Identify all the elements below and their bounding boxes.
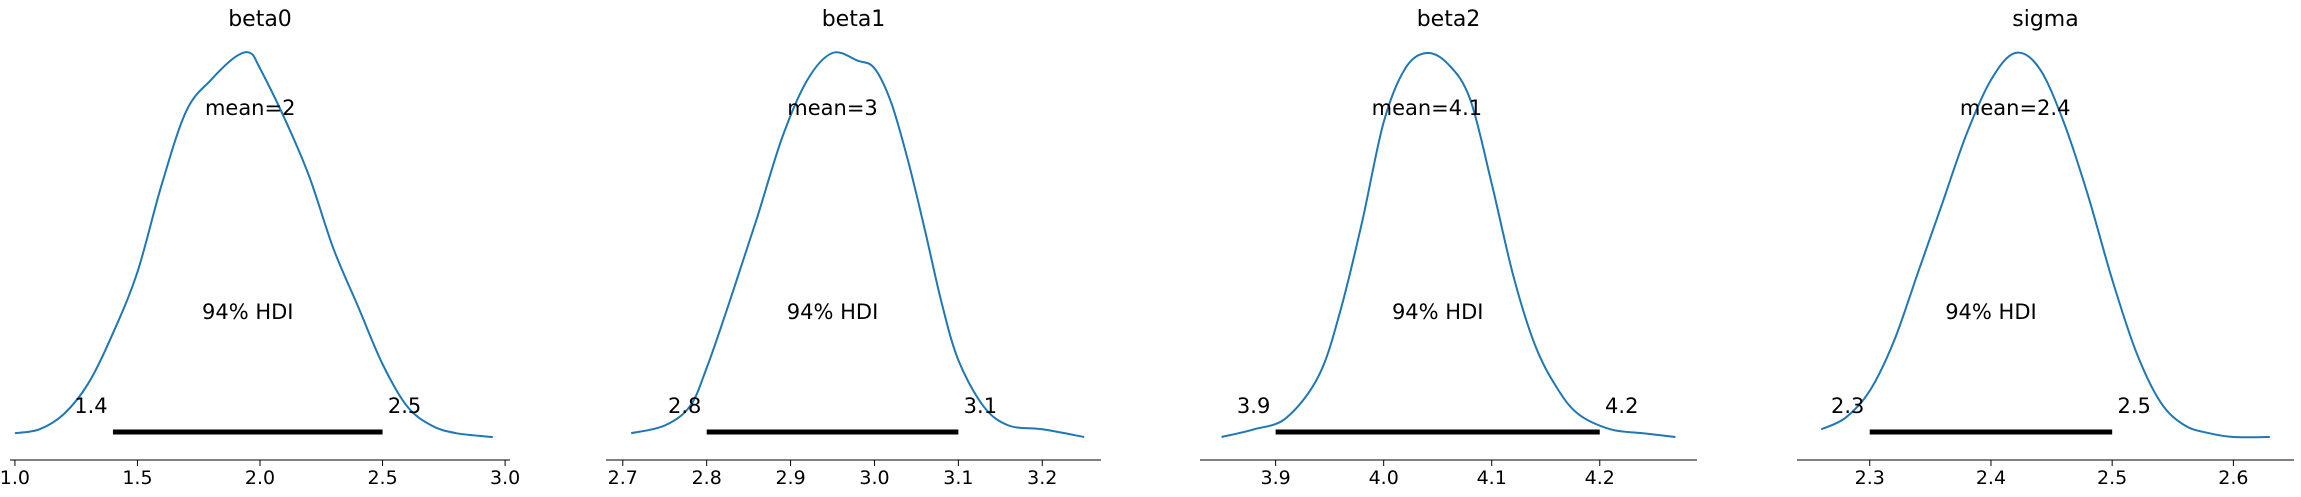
x-tick-label: 2.0	[245, 467, 275, 489]
x-tick-label: 3.1	[943, 467, 973, 489]
x-tick-label: 2.7	[608, 467, 638, 489]
x-tick-label: 4.1	[1477, 467, 1507, 489]
hdi-high-label: 4.2	[1605, 394, 1638, 418]
x-tick-label: 3.0	[490, 467, 520, 489]
density-line	[630, 51, 1085, 438]
x-tick-label: 4.2	[1585, 467, 1615, 489]
hdi-high-label: 2.5	[2117, 394, 2150, 418]
mean-label: mean=2	[205, 96, 296, 120]
panel-beta0: beta0 mean=2 94% HDI 1.4 2.5 1.0 1.5 2.0 2.5 3.0	[0, 7, 520, 489]
x-tick-label: 2.3	[1855, 467, 1885, 489]
hdi-label: 94% HDI	[1392, 300, 1484, 324]
hdi-label: 94% HDI	[787, 300, 879, 324]
x-tick-label: 2.9	[775, 467, 805, 489]
x-tick-label: 2.4	[1976, 467, 2006, 489]
density-line	[1221, 51, 1676, 438]
density-line	[14, 51, 493, 438]
panel-sigma: sigma mean=2.4 94% HDI 2.3 2.5 2.3 2.4 2.5 2.6	[1797, 7, 2294, 489]
x-tick-label: 3.2	[1027, 467, 1057, 489]
x-tick-label: 3.0	[859, 467, 889, 489]
mean-label: mean=2.4	[1960, 96, 2071, 120]
x-tick-label: 2.5	[367, 467, 397, 489]
mean-label: mean=3	[787, 96, 878, 120]
x-tick-label: 1.0	[0, 467, 30, 489]
mean-label: mean=4.1	[1372, 96, 1483, 120]
x-tick-label: 3.9	[1261, 467, 1291, 489]
hdi-high-label: 3.1	[964, 394, 997, 418]
hdi-high-label: 2.5	[388, 394, 421, 418]
x-tick-label: 2.8	[692, 467, 722, 489]
panel-title: beta1	[822, 7, 886, 32]
panel-title: sigma	[2012, 7, 2078, 32]
hdi-low-label: 2.8	[668, 394, 701, 418]
x-tick-label: 2.6	[2218, 467, 2248, 489]
x-tick-label: 4.0	[1369, 467, 1399, 489]
panel-title: beta2	[1417, 7, 1481, 32]
hdi-low-label: 3.9	[1237, 394, 1270, 418]
panel-beta2: beta2 mean=4.1 94% HDI 3.9 4.2 3.9 4.0 4.1 4.2	[1200, 7, 1697, 489]
hdi-low-label: 1.4	[74, 394, 107, 418]
panel-title: beta0	[228, 7, 292, 32]
hdi-label: 94% HDI	[202, 300, 294, 324]
hdi-label: 94% HDI	[1945, 300, 2037, 324]
x-tick-label: 2.5	[2097, 467, 2127, 489]
hdi-low-label: 2.3	[1831, 394, 1864, 418]
panel-beta1: beta1 mean=3 94% HDI 2.8 3.1 2.7 2.8 2.9 3.0 3.1 3…	[606, 7, 1101, 489]
density-line	[1820, 51, 2270, 439]
x-tick-label: 1.5	[122, 467, 152, 489]
